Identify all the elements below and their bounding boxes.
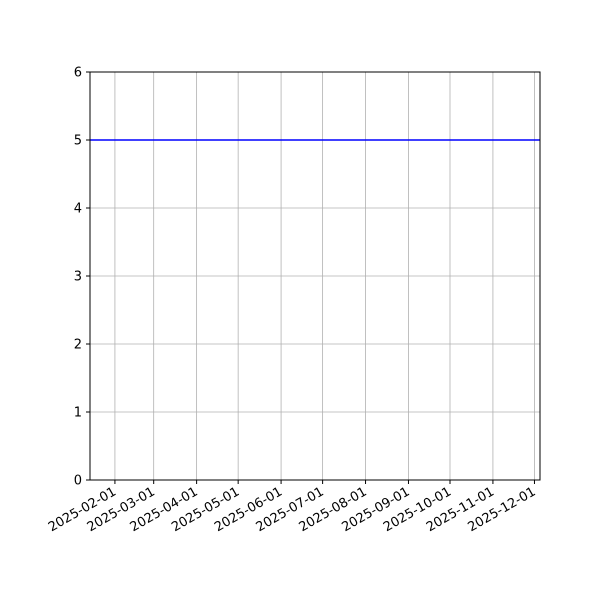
y-tick-label: 6 [74,66,82,81]
y-tick-label: 1 [74,406,82,421]
y-axis: 0 1 2 3 4 5 6 [74,66,90,489]
grid [90,71,540,481]
y-tick-label: 0 [74,474,82,489]
y-tick-label: 3 [74,270,82,285]
y-tick-label: 4 [74,202,82,217]
y-tick-label: 5 [74,134,82,149]
y-tick-label: 2 [74,338,82,353]
x-axis: 2025-02-012025-03-012025-04-012025-05-01… [46,480,538,535]
